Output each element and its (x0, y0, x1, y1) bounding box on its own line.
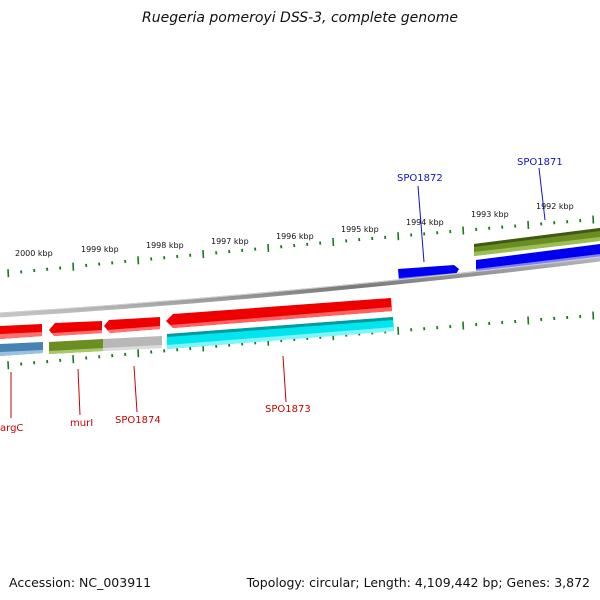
reverse-gene-labels: argC murI SPO1874 SPO1873 (0, 355, 311, 434)
genome-backbone-highlight (0, 256, 600, 314)
scale-label-2000: 2000 kbp (15, 249, 53, 258)
scale-label-1996: 1996 kbp (276, 232, 314, 241)
gene-label-spo1873[interactable]: SPO1873 (265, 404, 311, 415)
gene-label-spo1871[interactable]: SPO1871 (517, 157, 563, 168)
outer-tick-ring (7, 215, 595, 278)
label-line-spo1872 (417, 185, 425, 263)
gene-label-spo1872[interactable]: SPO1872 (397, 173, 443, 184)
map-title: Ruegeria pomeroyi DSS-3, complete genome (142, 10, 458, 26)
cds-gray-shade (103, 345, 162, 351)
gene-label-spo1874[interactable]: SPO1874 (115, 415, 161, 426)
scale-labels: 2000 kbp 1999 kbp 1998 kbp 1997 kbp 1996… (15, 202, 574, 258)
accession-text: Accession: NC_003911 (9, 575, 152, 590)
cds-olive-reverse-shade (49, 348, 103, 354)
cds-spo1873-shade (170, 307, 392, 328)
genome-backbone (0, 256, 600, 318)
label-line-muri (77, 368, 81, 416)
cds-cyan-top (167, 317, 393, 337)
cds-spo1873[interactable] (166, 298, 392, 328)
reverse-strand-second (0, 317, 394, 356)
label-line-spo1871 (538, 167, 546, 221)
label-line-spo1874 (133, 365, 138, 413)
gene-label-argc[interactable]: argC (0, 423, 23, 434)
cds-olive-forward-top (474, 228, 600, 247)
cds-cyan-shade (167, 327, 394, 349)
forward-gene-labels: SPO1872 SPO1871 (397, 157, 563, 263)
scale-label-1994: 1994 kbp (406, 218, 444, 227)
scale-label-1992: 1992 kbp (536, 202, 574, 211)
reverse-strand-red (0, 298, 392, 339)
gene-label-muri[interactable]: murI (70, 418, 93, 429)
scale-label-1995: 1995 kbp (341, 225, 379, 234)
cds-muri-shade (52, 330, 102, 336)
scale-label-1998: 1998 kbp (146, 241, 184, 250)
cds-steel-shade (0, 350, 43, 356)
cds-spo1874-shade (107, 326, 160, 333)
cds-argc-shade (0, 332, 42, 339)
scale-label-1997: 1997 kbp (211, 237, 249, 246)
genome-summary-text: Topology: circular; Length: 4,109,442 bp… (246, 575, 590, 590)
scale-label-1999: 1999 kbp (81, 245, 119, 254)
cds-olive-forward-shade (474, 237, 600, 256)
label-line-spo1873 (282, 355, 287, 403)
scale-label-1993: 1993 kbp (471, 210, 509, 219)
